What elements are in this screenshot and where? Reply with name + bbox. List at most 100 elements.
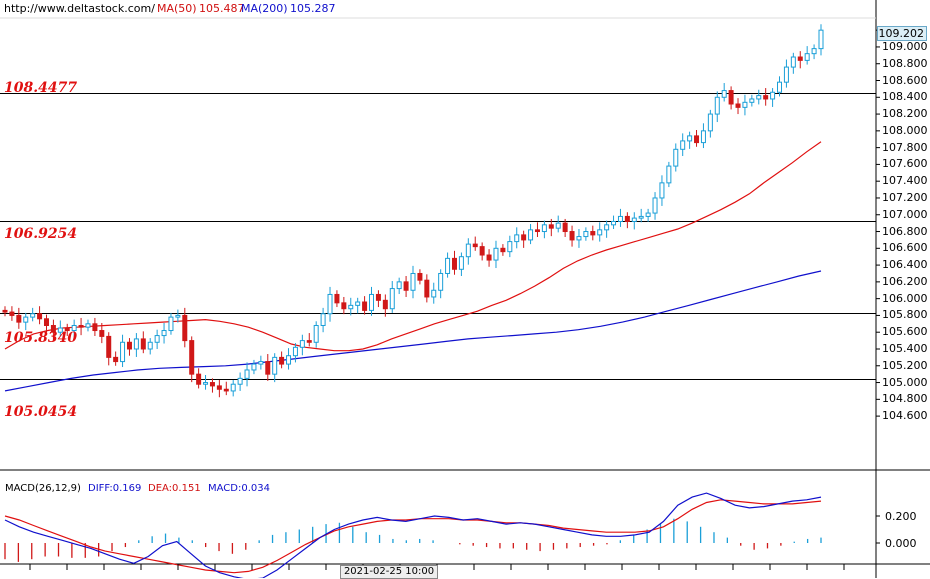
candle-body — [209, 382, 215, 387]
candle-body — [576, 236, 582, 241]
candle-body — [624, 215, 630, 222]
candle-body — [756, 95, 762, 100]
candle-body — [216, 385, 222, 390]
candle-body — [334, 293, 340, 304]
price-tick-label: 106.000 — [882, 291, 928, 305]
candle-body — [126, 341, 132, 350]
candle-body — [638, 215, 644, 219]
candle-body — [451, 257, 457, 270]
candle-body — [486, 254, 492, 261]
candle-body — [286, 355, 292, 365]
level-label-4: 105.0454 — [4, 404, 78, 420]
candle-body — [64, 327, 70, 332]
candle-body — [790, 56, 796, 68]
ma50-label: MA(50) — [157, 2, 197, 15]
candle-body — [583, 231, 589, 238]
candle-body — [23, 316, 29, 323]
candle-body — [735, 103, 741, 108]
candle-body — [597, 229, 603, 236]
candle-body — [369, 293, 375, 311]
macd-value: MACD:0.034 — [208, 483, 270, 494]
candle-body — [694, 135, 700, 144]
level-lines — [0, 93, 876, 380]
candle-body — [327, 293, 333, 315]
candle-body — [140, 338, 146, 350]
candle-body — [161, 330, 167, 337]
macd-diff-line — [4, 492, 822, 578]
candle-body — [721, 90, 727, 98]
price-tick-label: 104.600 — [882, 409, 928, 423]
candle-body — [783, 66, 789, 83]
candle-body — [182, 314, 188, 342]
price-tick-label: 107.000 — [882, 207, 928, 221]
ma50-line — [4, 141, 822, 352]
candle-body — [237, 377, 243, 385]
candle-body — [410, 272, 416, 291]
candle-body — [763, 95, 769, 100]
candle-body — [611, 220, 617, 226]
candle-body — [196, 373, 202, 385]
price-tick-label: 108.600 — [882, 73, 928, 87]
candles — [2, 24, 824, 398]
price-tick-label: 107.400 — [882, 174, 928, 188]
candle-body — [85, 323, 91, 328]
candle-body — [2, 309, 8, 313]
candle-body — [465, 243, 471, 258]
ma200-value: 105.287 — [290, 2, 336, 15]
candle-body — [147, 341, 153, 350]
candle-body — [479, 246, 485, 256]
candle-body — [30, 313, 36, 318]
candle-body — [113, 356, 119, 363]
candle-body — [382, 299, 388, 310]
candle-body — [590, 231, 596, 236]
candle-body — [424, 279, 430, 298]
candle-body — [528, 229, 534, 241]
candle-body — [154, 335, 160, 343]
ma200-line — [4, 270, 822, 392]
candle-body — [493, 247, 499, 261]
candle-body — [203, 382, 209, 385]
candle-body — [230, 383, 236, 392]
price-tick-label: 105.200 — [882, 358, 928, 372]
candle-body — [355, 301, 361, 306]
candle-body — [251, 363, 257, 371]
macd-tick-0.000: 0.000 — [885, 537, 917, 550]
candle-body — [666, 165, 672, 184]
ma50-value: 105.487 — [199, 2, 245, 15]
candle-body — [707, 113, 713, 132]
url-label: http://www.deltastock.com/ — [4, 2, 155, 15]
macd-diff: DIFF:0.169 — [88, 483, 142, 494]
level-label-2: 106.9254 — [4, 226, 78, 242]
candle-body — [514, 234, 520, 243]
candle-body — [189, 340, 195, 375]
candle-body — [50, 324, 56, 333]
candle-body — [673, 148, 679, 167]
candle-body — [341, 302, 347, 310]
price-tick-label: 107.800 — [882, 140, 928, 154]
candle-body — [71, 324, 77, 332]
price-tick-label: 108.400 — [882, 90, 928, 104]
candle-body — [16, 314, 22, 323]
price-tick-label: 105.600 — [882, 325, 928, 339]
candle-body — [43, 318, 49, 326]
macd-dea: DEA:0.151 — [148, 483, 201, 494]
level-label-1: 108.4477 — [4, 80, 78, 96]
candle-body — [265, 361, 271, 375]
price-tick-label: 106.400 — [882, 258, 928, 272]
candle-body — [362, 301, 368, 311]
price-tick-label: 109.000 — [882, 39, 928, 53]
candle-body — [631, 217, 637, 222]
candle-body — [569, 231, 575, 241]
candle-body — [749, 98, 755, 103]
price-tick-label: 106.200 — [882, 274, 928, 288]
candle-body — [445, 257, 451, 274]
candle-body — [396, 281, 402, 290]
price-tick-label: 104.800 — [882, 392, 928, 406]
price-tick-label: 107.200 — [882, 190, 928, 204]
price-tick-label: 105.400 — [882, 341, 928, 355]
candle-body — [417, 272, 423, 281]
candle-body — [555, 222, 561, 229]
candle-body — [541, 224, 547, 233]
candle-body — [770, 91, 776, 100]
